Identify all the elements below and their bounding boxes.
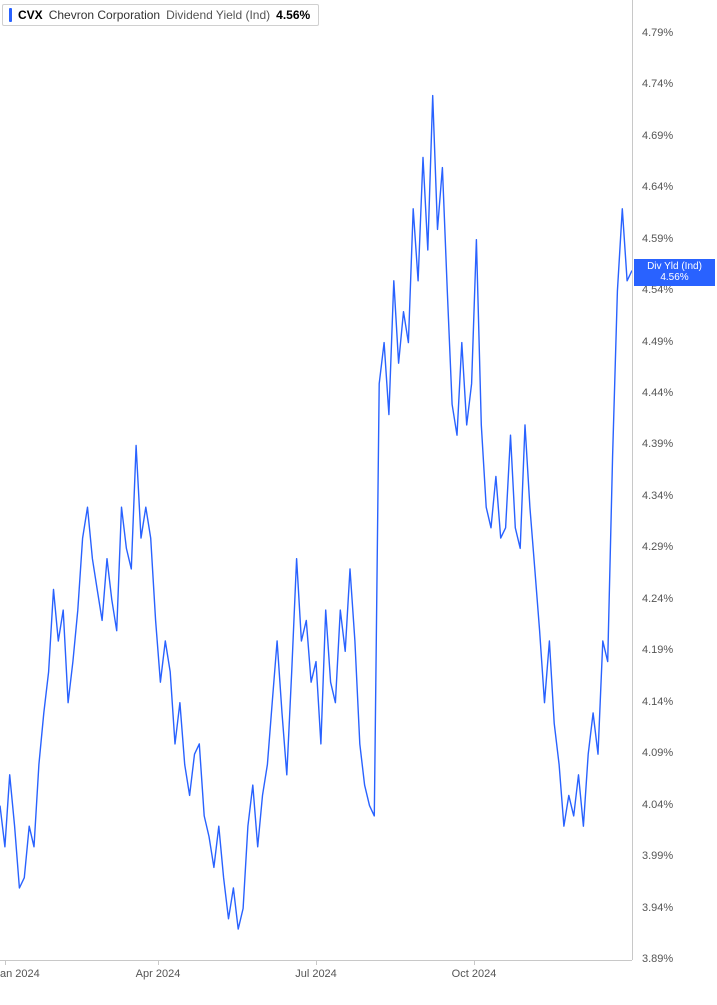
x-tick-label: Jul 2024 <box>295 968 337 980</box>
y-tick-label: 4.79% <box>642 27 673 39</box>
value-tag-label: Div Yld (Ind) <box>639 261 710 273</box>
y-tick-label: 4.19% <box>642 644 673 656</box>
legend-value: 4.56% <box>276 8 310 22</box>
y-tick-label: 4.64% <box>642 181 673 193</box>
y-tick-label: 4.44% <box>642 387 673 399</box>
legend-company: Chevron Corporation <box>49 8 160 22</box>
y-tick-label: 3.94% <box>642 902 673 914</box>
y-tick-label: 4.14% <box>642 696 673 708</box>
dividend-yield-line <box>0 96 632 930</box>
x-tick <box>158 960 159 965</box>
y-tick-label: 4.59% <box>642 233 673 245</box>
y-tick-label: 4.74% <box>642 78 673 90</box>
y-tick-label: 4.54% <box>642 284 673 296</box>
line-chart-svg <box>0 0 717 1005</box>
x-tick-label: Apr 2024 <box>136 968 181 980</box>
chart-legend[interactable]: CVX Chevron Corporation Dividend Yield (… <box>2 4 319 26</box>
x-tick <box>316 960 317 965</box>
x-tick <box>474 960 475 965</box>
y-tick-label: 4.24% <box>642 593 673 605</box>
y-tick-label: 4.49% <box>642 336 673 348</box>
y-axis <box>632 0 633 960</box>
y-tick-label: 3.89% <box>642 953 673 965</box>
current-value-tag: Div Yld (Ind) 4.56% <box>634 259 715 286</box>
y-tick-label: 3.99% <box>642 850 673 862</box>
x-tick-label: Oct 2024 <box>452 968 497 980</box>
y-tick-label: 4.29% <box>642 541 673 553</box>
y-tick-label: 4.39% <box>642 438 673 450</box>
y-tick-label: 4.34% <box>642 490 673 502</box>
legend-color-marker <box>9 8 12 22</box>
y-tick-label: 4.04% <box>642 799 673 811</box>
value-tag-value: 4.56% <box>639 272 710 284</box>
y-tick-label: 4.09% <box>642 747 673 759</box>
y-tick-label: 4.69% <box>642 130 673 142</box>
legend-ticker: CVX <box>18 8 43 22</box>
chart-area[interactable]: 3.89% 3.94% 3.99% 4.04% 4.09% 4.14% 4.19% 4.24%… <box>0 0 717 1005</box>
legend-series-name: Dividend Yield (Ind) <box>166 8 270 22</box>
x-tick-label: an 2024 <box>0 968 40 980</box>
x-tick <box>5 960 6 965</box>
